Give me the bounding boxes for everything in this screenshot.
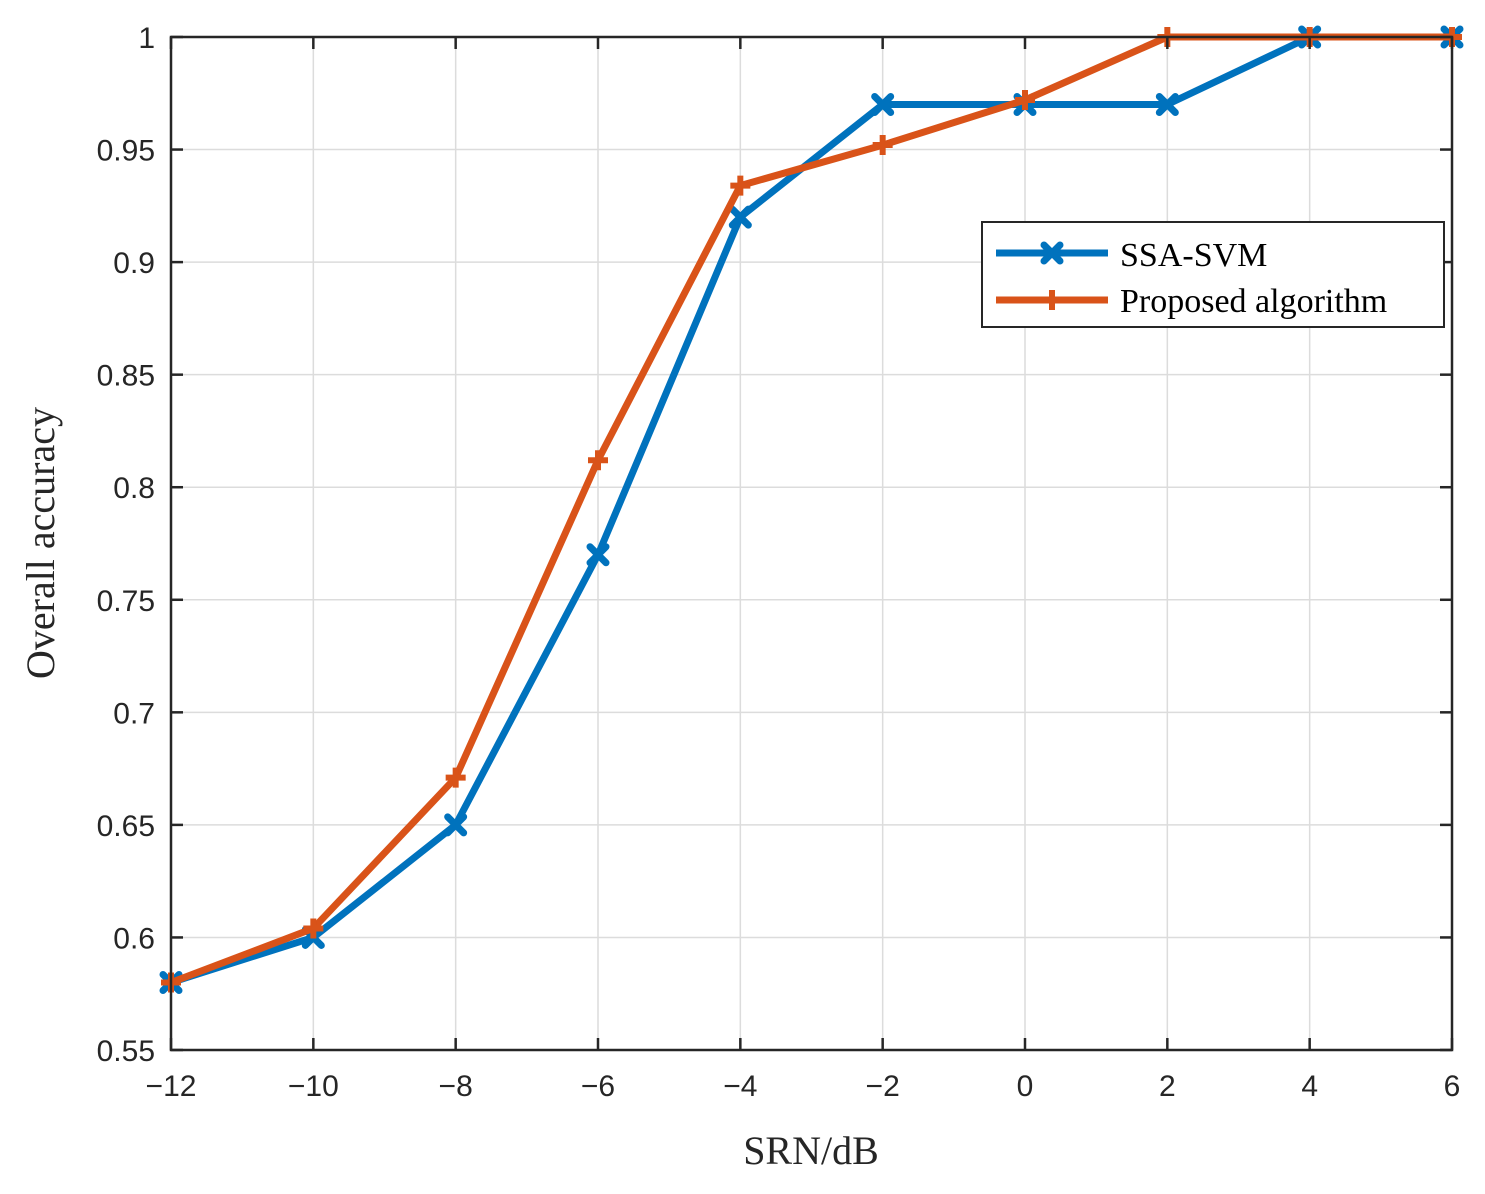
series-proposed-algorithm xyxy=(161,27,1462,993)
y-tick-label: 0.55 xyxy=(97,1035,155,1068)
x-tick-label: 6 xyxy=(1444,1070,1461,1103)
y-axis-label: Overall accuracy xyxy=(18,407,63,679)
legend-label-ssa-svm: SSA-SVM xyxy=(1120,237,1267,274)
x-tick-label: 0 xyxy=(1017,1070,1034,1103)
y-tick-label: 0.6 xyxy=(113,922,155,955)
tick-labels: −12 −10 −8 −6 −4 −2 0 2 4 6 0.55 0.6 0.65 0.7 0.75 0.8 0… xyxy=(97,22,1461,1103)
data-point-ssa-svm xyxy=(444,813,468,837)
y-tick-label: 0.9 xyxy=(113,247,155,280)
x-axis-label: SRN/dB xyxy=(743,1128,879,1173)
series-line-proposed-algorithm xyxy=(167,33,1456,986)
x-tick-label: 2 xyxy=(1159,1070,1176,1103)
data-point-ssa-svm xyxy=(871,93,895,117)
legend: SSA-SVM Proposed algorithm xyxy=(981,221,1445,328)
x-tick-label: −10 xyxy=(288,1070,339,1103)
legend-label-proposed-algorithm: Proposed algorithm xyxy=(1120,283,1387,320)
series-ssa-svm xyxy=(159,25,1464,994)
x-tick-label: 4 xyxy=(1301,1070,1318,1103)
y-tick-label: 0.7 xyxy=(113,697,155,730)
y-tick-label: 0.65 xyxy=(97,810,155,843)
x-tick-label: −6 xyxy=(581,1070,615,1103)
plot-area-border xyxy=(169,35,1454,1052)
legend-marker-glyph-ssa-svm xyxy=(1040,241,1064,265)
y-tick-label: 1 xyxy=(138,22,155,55)
y-tick-label: 0.85 xyxy=(97,360,155,393)
legend-marker-glyph-proposed-algorithm xyxy=(1042,290,1062,310)
data-point-proposed-algorithm xyxy=(1015,90,1035,111)
legend-marker-ssa-svm xyxy=(1040,241,1064,265)
y-tick-label: 0.8 xyxy=(113,472,155,505)
x-tick-label: −2 xyxy=(866,1070,900,1103)
data-point-ssa-svm xyxy=(586,543,610,567)
y-tick-label: 0.75 xyxy=(97,585,155,618)
data-point-proposed-algorithm xyxy=(303,918,324,939)
data-point-proposed-algorithm xyxy=(445,767,466,788)
legend-marker-proposed-algorithm xyxy=(1042,290,1062,310)
series-line-ssa-svm xyxy=(167,33,1456,986)
x-tick-label: −4 xyxy=(723,1070,757,1103)
axes xyxy=(169,35,1454,1052)
data-point-proposed-algorithm xyxy=(588,450,608,471)
legend-box xyxy=(981,221,1445,328)
data-point-proposed-algorithm xyxy=(730,175,751,196)
y-tick-label: 0.95 xyxy=(97,135,155,168)
data-point-proposed-algorithm xyxy=(872,135,893,156)
data-point-ssa-svm xyxy=(728,205,752,229)
series-layer xyxy=(159,25,1464,994)
x-tick-label: −8 xyxy=(439,1070,473,1103)
data-point-ssa-svm xyxy=(1155,93,1179,117)
x-tick-label: −12 xyxy=(146,1070,197,1103)
